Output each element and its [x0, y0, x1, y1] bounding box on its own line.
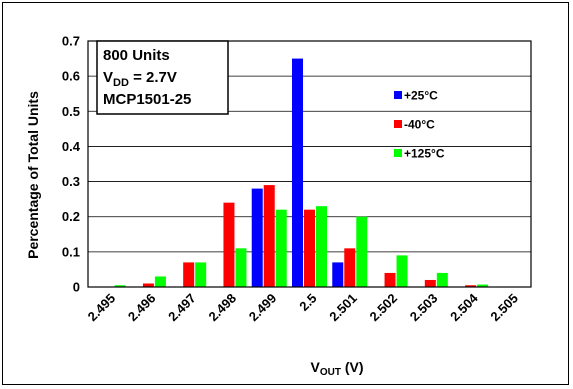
- bar: [292, 58, 303, 288]
- bar: [396, 255, 408, 287]
- y-tick-label: 0.1: [62, 244, 80, 259]
- bar: [154, 276, 166, 287]
- bar: [195, 262, 207, 287]
- legend-swatch: [394, 91, 402, 99]
- y-tick-label: 0.7: [62, 34, 80, 49]
- legend-label: +125°C: [404, 147, 445, 161]
- legend-label: +25°C: [404, 89, 438, 103]
- bar: [344, 248, 356, 287]
- y-tick-label: 0: [73, 280, 80, 295]
- bar: [424, 279, 436, 287]
- annotation-vdd-main: V: [103, 69, 113, 86]
- y-tick-label: 0.5: [62, 104, 80, 119]
- annotation-line3: MCP1501-25: [103, 91, 191, 108]
- y-tick-label: 0.4: [62, 139, 81, 154]
- bar: [235, 248, 247, 287]
- x-tick-label: 2.502: [367, 291, 401, 325]
- x-tick-label: 2.499: [246, 291, 280, 325]
- bar: [384, 272, 396, 287]
- bar: [251, 188, 263, 287]
- x-tick-label: 2.5: [296, 291, 319, 314]
- x-axis-label-sub: OUT: [320, 367, 341, 378]
- y-axis-label: Percentage of Total Units: [25, 91, 41, 259]
- annotation-line2: VDD = 2.7V: [103, 69, 177, 89]
- x-axis-label: VOUT (V): [310, 359, 363, 378]
- y-tick-label: 0.2: [62, 209, 80, 224]
- legend: +25°C -40°C +125°C: [394, 89, 445, 161]
- bar: [275, 209, 287, 287]
- x-tick-label: 2.497: [165, 291, 199, 325]
- bar: [263, 185, 275, 287]
- x-tick-label: 2.505: [487, 291, 521, 325]
- legend-swatch: [394, 120, 402, 128]
- bar: [436, 272, 448, 287]
- y-tick-labels: 0 0.1 0.2 0.3 0.4 0.5 0.6 0.7: [62, 34, 81, 295]
- legend-label: -40°C: [404, 118, 435, 132]
- x-tick-label: 2.501: [326, 291, 360, 325]
- bar: [356, 216, 368, 287]
- x-tick-label: 2.495: [85, 291, 119, 325]
- bar: [142, 283, 154, 287]
- annotation-line1: 800 Units: [103, 47, 170, 64]
- bar: [316, 206, 327, 287]
- bars: [114, 58, 489, 288]
- annotation-vdd-rest: = 2.7V: [129, 69, 177, 86]
- annotation-box: 800 Units VDD = 2.7V MCP1501-25: [96, 40, 229, 115]
- annotation-box-border: [96, 40, 229, 115]
- legend-swatch: [394, 149, 402, 157]
- y-tick-label: 0.6: [62, 69, 80, 84]
- bar: [304, 209, 315, 287]
- x-tick-label: 2.503: [407, 291, 441, 325]
- bar: [477, 284, 489, 287]
- x-tick-labels: 2.495 2.496 2.497 2.498 2.499 2.5 2.501 2.502 2.…: [85, 290, 521, 324]
- bar: [183, 262, 195, 287]
- bar: [223, 202, 235, 287]
- plot-area-border: [87, 40, 532, 288]
- y-tick-label: 0.3: [62, 174, 80, 189]
- bar: [332, 262, 344, 287]
- bar: [114, 285, 126, 287]
- x-tick-label: 2.496: [125, 291, 159, 325]
- bar: [465, 285, 477, 287]
- x-tick-label: 2.498: [205, 291, 239, 325]
- x-axis-label-unit: (V): [341, 359, 364, 375]
- annotation-vdd-sub: DD: [113, 77, 129, 89]
- x-tick-label: 2.504: [447, 290, 481, 324]
- x-axis-label-main: V: [310, 359, 320, 375]
